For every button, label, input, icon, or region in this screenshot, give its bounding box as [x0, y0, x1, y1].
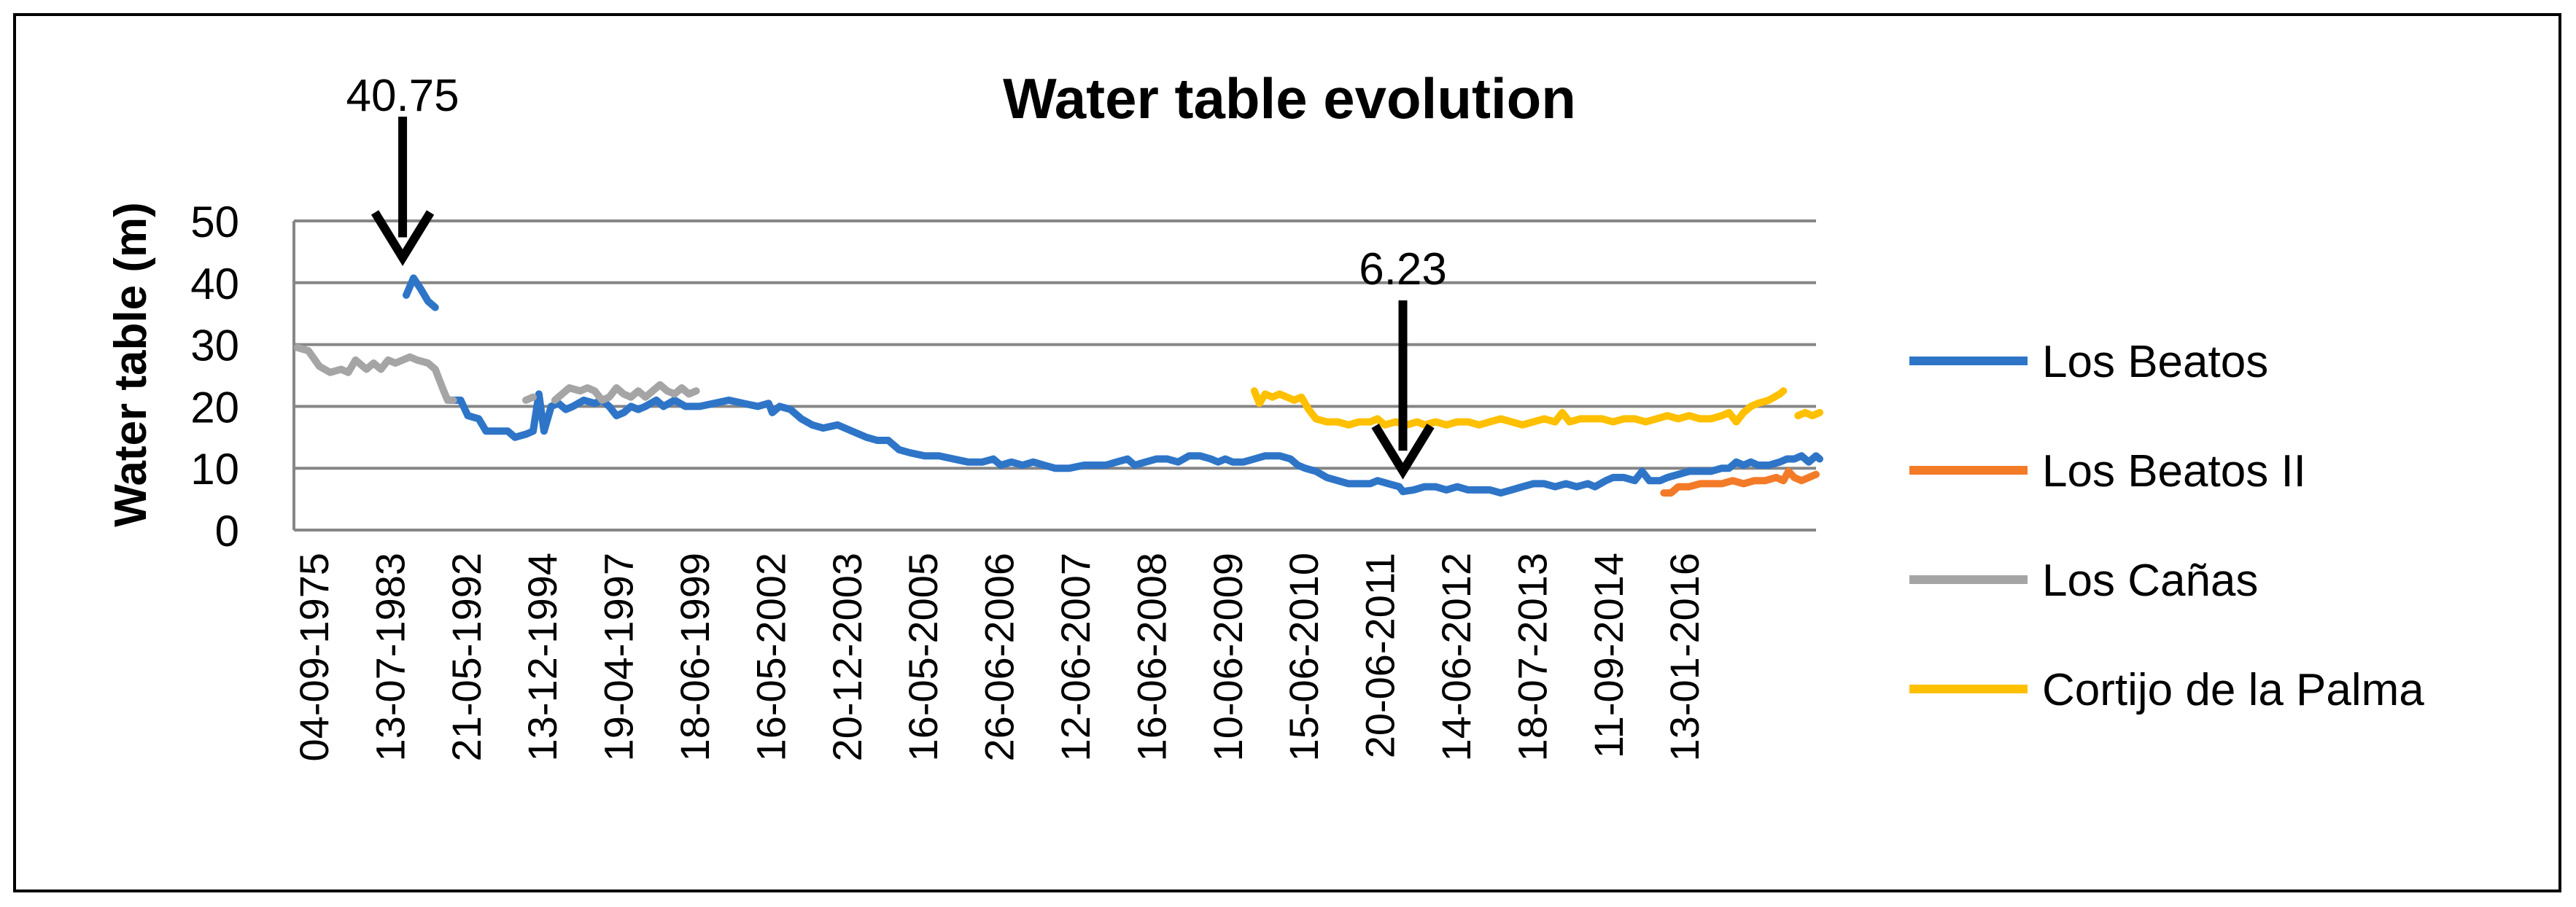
series-line — [1250, 387, 1788, 429]
series-line — [294, 343, 457, 404]
x-tick-label: 14-06-2012 — [1433, 553, 1479, 761]
series-line — [1660, 467, 1820, 497]
y-tick-label: 30 — [190, 322, 239, 370]
legend-entry: Los Beatos — [2042, 337, 2268, 387]
y-axis-ticks: 0 10 20 30 40 50 — [190, 198, 239, 556]
series-lines — [294, 274, 1823, 497]
x-tick-label: 13-07-1983 — [367, 553, 413, 761]
y-tick-label: 40 — [190, 260, 239, 308]
gridlines — [292, 219, 1816, 532]
series-line — [522, 393, 537, 404]
y-tick-label: 0 — [215, 507, 239, 556]
x-tick-label: 11-09-2014 — [1586, 553, 1632, 758]
x-tick-label: 10-06-2009 — [1205, 553, 1251, 761]
x-tick-label: 16-05-2002 — [748, 553, 794, 761]
x-tick-label: 13-01-2016 — [1661, 553, 1707, 761]
x-tick-label: 12-06-2007 — [1052, 553, 1098, 761]
x-tick-label: 16-05-2005 — [900, 553, 946, 761]
x-axis-ticks: 04-09-1975 13-07-1983 21-05-1992 13-12-1994… — [291, 553, 1707, 761]
annotation-label: 6.23 — [1359, 244, 1447, 295]
x-tick-label: 26-06-2006 — [977, 553, 1023, 761]
annotation-label: 40.75 — [346, 71, 459, 121]
arrow-head — [1371, 424, 1435, 480]
series-line — [403, 274, 439, 311]
arrow-head — [371, 210, 435, 266]
x-tick-label: 20-06-2011 — [1357, 553, 1403, 758]
x-tick-label: 16-06-2008 — [1128, 553, 1174, 761]
series-line — [446, 390, 1823, 497]
series-line — [1794, 408, 1823, 420]
x-tick-label: 18-06-1999 — [672, 553, 718, 761]
x-tick-label: 21-05-1992 — [443, 553, 489, 761]
chart-title: Water table evolution — [1003, 66, 1576, 131]
x-tick-label: 04-09-1975 — [291, 553, 337, 761]
x-tick-label: 20-12-2003 — [824, 553, 870, 761]
legend: Los Beatos Los Beatos II Los Cañas Cortijo … — [1909, 337, 2424, 715]
series-line — [551, 381, 700, 404]
annotations: 40.75 6.23 — [346, 71, 1447, 480]
y-tick-label: 50 — [190, 198, 239, 246]
x-tick-label: 19-04-1997 — [596, 553, 642, 761]
y-tick-label: 10 — [190, 445, 239, 494]
legend-entry: Los Beatos II — [2042, 446, 2306, 497]
legend-entry: Cortijo de la Palma — [2042, 665, 2424, 715]
y-axis-label: Water table (m) — [106, 202, 156, 527]
x-tick-label: 15-06-2010 — [1281, 553, 1327, 761]
legend-entry: Los Cañas — [2042, 556, 2258, 606]
chart-frame — [13, 13, 2561, 892]
x-tick-label: 13-12-1994 — [519, 553, 565, 761]
x-tick-label: 18-07-2013 — [1509, 553, 1555, 761]
y-tick-label: 20 — [190, 383, 239, 432]
